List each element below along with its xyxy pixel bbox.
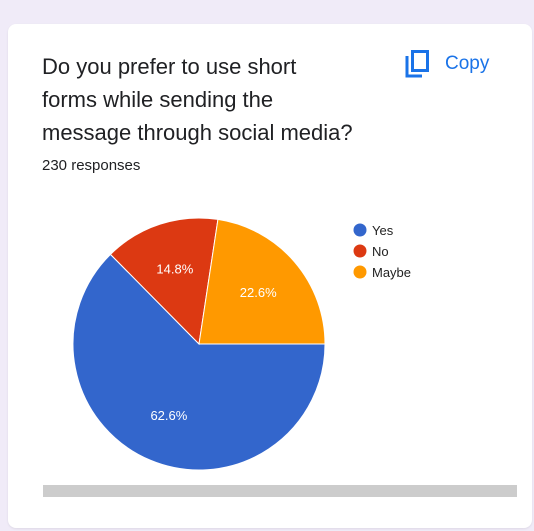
pie-slice-yes[interactable] (72, 253, 326, 471)
copy-button[interactable]: Copy (403, 46, 489, 82)
legend-label-yes[interactable]: Yes (372, 223, 394, 238)
pie-label-yes: 62.6% (150, 408, 187, 423)
pie-slice-no[interactable] (109, 217, 219, 346)
pie-chart: 62.6% 14.8% 22.6% Yes No Maybe (72, 217, 411, 471)
copy-icon (405, 50, 429, 78)
legend-marker-no (353, 244, 367, 258)
pie-label-no: 14.8% (156, 262, 193, 277)
chart-card: Do you prefer to use short forms while s… (8, 24, 532, 528)
question-title: Do you prefer to use short forms while s… (42, 54, 353, 145)
legend-label-no[interactable]: No (372, 244, 389, 259)
pie-label-maybe: 22.6% (240, 285, 277, 300)
legend-marker-yes (353, 223, 367, 237)
pie-slice-maybe[interactable] (198, 218, 326, 345)
legend-label-maybe[interactable]: Maybe (372, 265, 411, 280)
response-count: 230 responses (42, 157, 141, 174)
legend-marker-maybe (353, 265, 367, 279)
copy-label: Copy (445, 53, 490, 74)
horizontal-scrollbar[interactable] (43, 485, 517, 497)
